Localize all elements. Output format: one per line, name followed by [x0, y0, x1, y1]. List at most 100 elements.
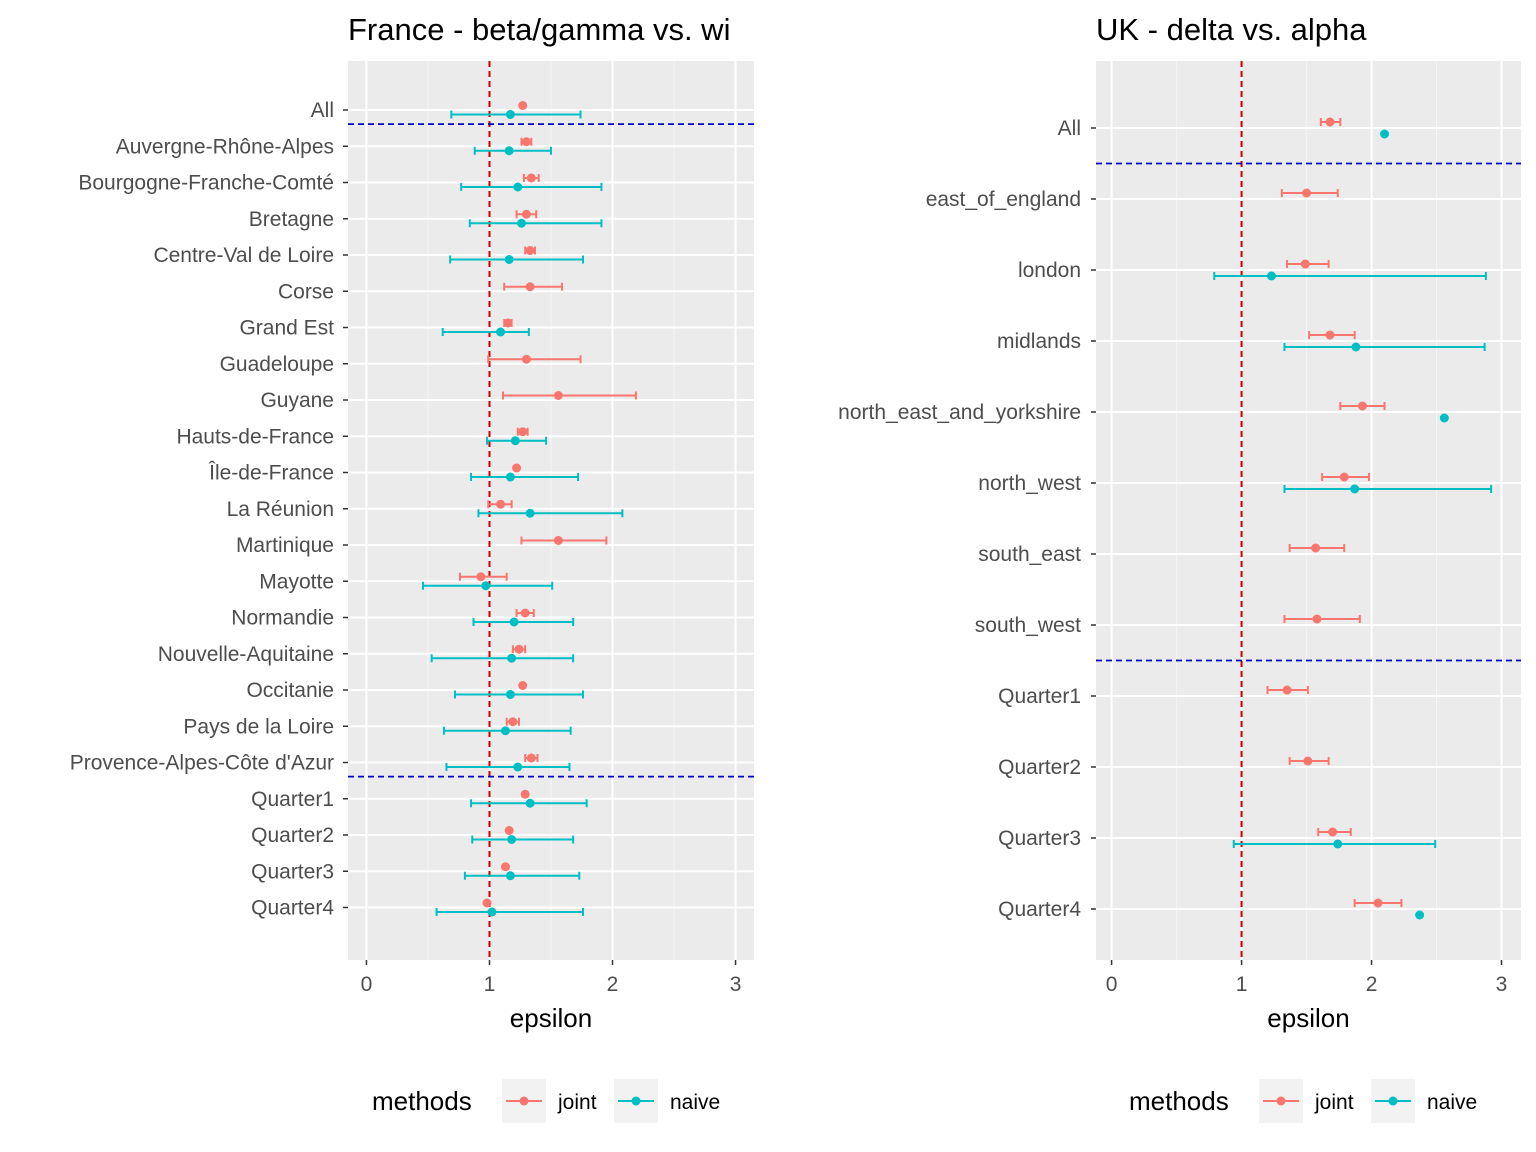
france-ytick-label: Quarter4 [251, 897, 334, 920]
france-naive-nouvelle-aquitaine-point [507, 653, 517, 663]
uk-xtick-label: 3 [1496, 973, 1508, 996]
france-naive-quarter3-point [505, 871, 515, 881]
france-ytick-label: Guyane [260, 389, 334, 412]
france-naive-all-point [505, 110, 515, 119]
uk-naive-london-point [1266, 271, 1276, 281]
france-ytick-label: Auvergne-Rhône-Alpes [116, 135, 334, 158]
uk-ytick-label: Quarter2 [998, 756, 1081, 779]
france-joint-guadeloupe-point [521, 354, 531, 364]
uk-ytick-label: south_west [975, 614, 1081, 637]
uk-xtick-label: 1 [1236, 973, 1248, 996]
uk-naive-north-west-point [1350, 484, 1360, 494]
france-naive-quarter1-point [525, 798, 535, 808]
france-ytick-label: Occitanie [246, 679, 334, 702]
france-ytick-label: Bourgogne-Franche-Comté [78, 172, 334, 195]
france-ytick-label: Corse [278, 280, 334, 303]
uk-ytick-label: Quarter4 [998, 898, 1081, 921]
france-panel: All Auvergne-Rhône-Alpes Bourgogne-Franche… [70, 12, 754, 1123]
uk-chart-title: UK - delta vs. alpha [1096, 12, 1367, 47]
france-naive-la-reunion-point [525, 508, 535, 518]
france-x-axis-title: epsilon [510, 1003, 592, 1033]
uk-ytick-label: north_west [978, 472, 1081, 495]
france-joint-pays-de-la-loire-point [508, 717, 518, 727]
uk-naive-midlands-point [1351, 342, 1361, 352]
france-ytick-label: Normandie [231, 607, 334, 630]
uk-naive-north-east-and-yorkshire-point [1439, 413, 1449, 423]
france-joint-grand-est-point [503, 318, 513, 328]
france-xtick-label: 3 [730, 973, 742, 996]
france-ytick-label: Quarter1 [251, 788, 334, 811]
france-joint-provence-alpes-cote-d-azur-point [526, 753, 536, 763]
uk-joint-quarter4-point [1373, 898, 1383, 908]
uk-ytick-label: north_east_and_yorkshire [838, 401, 1081, 424]
france-joint-ile-de-france-point [512, 463, 522, 473]
france-naive-centre-val-de-loire-point [504, 255, 514, 264]
uk-legend-label-naive: naive [1427, 1091, 1477, 1114]
france-legend-point-naive [631, 1096, 641, 1106]
france-naive-occitanie-point [505, 690, 515, 699]
uk-joint-quarter2-point [1303, 756, 1313, 766]
uk-legend-point-naive [1388, 1096, 1398, 1106]
uk-joint-south-east-point [1311, 543, 1321, 553]
uk-joint-quarter3-point [1328, 827, 1338, 837]
uk-ytick-label: Quarter1 [998, 685, 1081, 708]
france-joint-quarter1-point [520, 789, 530, 799]
uk-joint-east-of-england-point [1302, 188, 1312, 198]
france-joint-la-reunion-point [496, 499, 506, 509]
france-ytick-label: Nouvelle-Aquitaine [158, 643, 334, 666]
france-naive-grand-est-point [496, 327, 506, 337]
france-ytick-label: Quarter2 [251, 824, 334, 847]
france-naive-normandie-point [509, 617, 519, 627]
france-joint-normandie-point [520, 608, 530, 618]
uk-joint-quarter1-point [1282, 685, 1292, 695]
uk-plot-background [1096, 61, 1521, 960]
uk-naive-quarter4-point [1415, 910, 1425, 920]
uk-ytick-label: south_east [978, 543, 1081, 566]
uk-legend-title: methods [1129, 1086, 1229, 1116]
uk-legend: methods joint naive [1129, 1079, 1477, 1123]
uk-joint-north-east-and-yorkshire-point [1357, 401, 1367, 411]
france-ytick-label: Centre-Val de Loire [153, 244, 334, 267]
france-joint-quarter2-point [504, 826, 514, 835]
france-naive-mayotte-point [481, 581, 491, 591]
france-ytick-label: Bretagne [249, 208, 334, 231]
france-chart-title: France - beta/gamma vs. wi [348, 12, 730, 47]
france-ytick-label: Pays de la Loire [183, 715, 334, 738]
france-legend-point-joint [519, 1096, 529, 1106]
france-naive-hauts-de-france-point [510, 436, 520, 446]
uk-legend-point-joint [1276, 1096, 1286, 1106]
france-ytick-label: Île-de-France [208, 462, 334, 485]
france-xtick-label: 0 [361, 973, 373, 996]
france-joint-centre-val-de-loire-point [525, 246, 535, 255]
france-ytick-label: Martinique [236, 534, 334, 557]
uk-naive-quarter3-point [1333, 839, 1343, 849]
france-legend-label-naive: naive [670, 1091, 720, 1114]
france-xtick-label: 1 [484, 973, 496, 996]
france-legend-title: methods [372, 1086, 472, 1116]
france-joint-bretagne-point [521, 209, 531, 219]
uk-xtick-label: 2 [1366, 973, 1378, 996]
france-ytick-label: Grand Est [239, 317, 334, 340]
uk-x-axis-title: epsilon [1267, 1003, 1349, 1033]
france-joint-quarter3-point [500, 862, 510, 872]
france-joint-nouvelle-aquitaine-point [514, 644, 524, 654]
france-naive-ile-de-france-point [505, 472, 515, 482]
france-naive-quarter2-point [507, 835, 517, 844]
uk-xtick-label: 0 [1106, 973, 1118, 996]
france-ytick-label: All [311, 99, 334, 122]
france-ytick-label: Guadeloupe [220, 353, 334, 376]
france-joint-occitanie-point [518, 681, 528, 690]
uk-ytick-label: All [1058, 117, 1081, 140]
france-legend: methods joint naive [372, 1079, 720, 1123]
france-naive-quarter4-point [487, 907, 497, 917]
france-legend-label-joint: joint [557, 1091, 597, 1114]
uk-ytick-label: east_of_england [926, 188, 1081, 211]
france-joint-martinique-point [553, 536, 563, 545]
uk-naive-all-point [1380, 129, 1390, 139]
uk-joint-north-west-point [1339, 472, 1349, 482]
uk-joint-all-point [1325, 117, 1335, 127]
france-joint-guyane-point [553, 391, 563, 400]
france-ytick-label: Quarter3 [251, 860, 334, 883]
france-ytick-label: Hauts-de-France [176, 425, 334, 448]
